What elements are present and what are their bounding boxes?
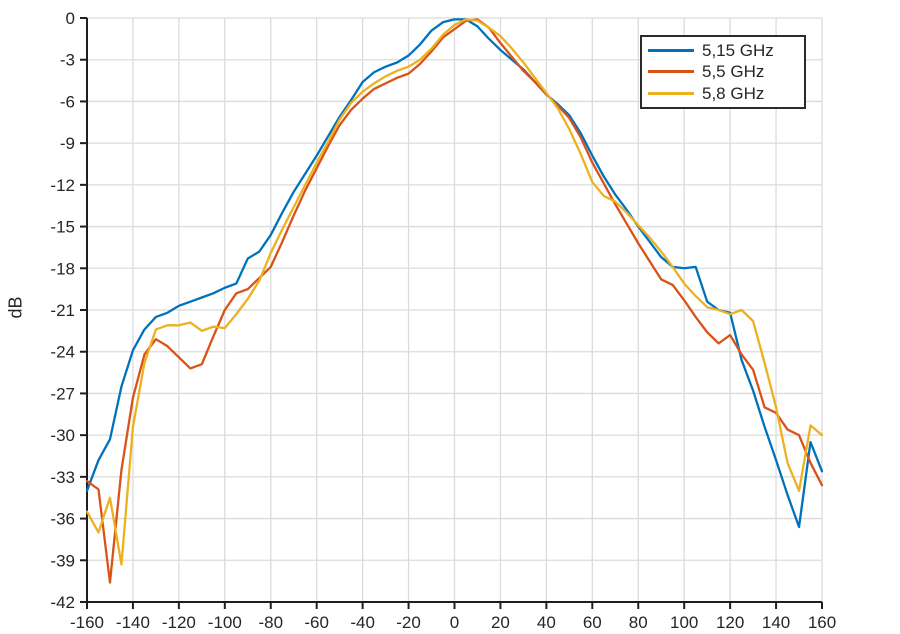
x-tick-label: 100: [670, 613, 698, 632]
x-tick-label: 80: [629, 613, 648, 632]
legend: 5,15 GHz 5,5 GHz 5,8 GHz: [640, 35, 806, 109]
x-tick-label: 160: [808, 613, 836, 632]
legend-item-5-5ghz: 5,5 GHz: [648, 63, 798, 80]
x-tick-label: -40: [350, 613, 375, 632]
legend-line-icon: [648, 70, 694, 74]
x-tick-label: -160: [70, 613, 104, 632]
y-tick-label: -27: [50, 384, 75, 403]
y-axis-label: dB: [5, 296, 26, 319]
y-tick-label: -12: [50, 176, 75, 195]
y-tick-label: -24: [50, 343, 75, 362]
y-tick-label: -18: [50, 259, 75, 278]
x-tick-label: 60: [583, 613, 602, 632]
y-tick-label: -30: [50, 426, 75, 445]
y-tick-label: -42: [50, 593, 75, 612]
x-tick-label: 140: [762, 613, 790, 632]
x-tick-label: 120: [716, 613, 744, 632]
y-tick-label: -21: [50, 301, 75, 320]
x-tick-label: -80: [258, 613, 283, 632]
x-tick-label: -20: [396, 613, 421, 632]
y-tick-label: -6: [60, 92, 75, 111]
legend-label: 5,5 GHz: [702, 62, 765, 82]
y-tick-label: -39: [50, 551, 75, 570]
legend-label: 5,8 GHz: [702, 83, 765, 103]
x-tick-label: -100: [208, 613, 242, 632]
legend-line-icon: [648, 91, 694, 95]
y-tick-label: -36: [50, 510, 75, 529]
x-tick-label: -140: [116, 613, 150, 632]
series-line-5-8-GHz: [85, 18, 824, 566]
x-tick-label: 40: [537, 613, 556, 632]
y-tick-label: -9: [60, 134, 75, 153]
y-tick-label: -15: [50, 218, 75, 237]
series-line-5-15-GHz: [85, 18, 824, 529]
x-tick-label: -60: [304, 613, 329, 632]
legend-item-5-8ghz: 5,8 GHz: [648, 85, 798, 102]
series-line-5-5-GHz: [85, 18, 824, 584]
legend-item-5-15ghz: 5,15 GHz: [648, 42, 798, 59]
legend-label: 5,15 GHz: [702, 41, 774, 61]
y-tick-label: -33: [50, 468, 75, 487]
x-tick-label: 0: [450, 613, 459, 632]
y-tick-label: -3: [60, 51, 75, 70]
y-tick-label: 0: [66, 9, 75, 28]
x-tick-label: -120: [162, 613, 196, 632]
legend-line-icon: [648, 49, 694, 53]
x-tick-label: 20: [491, 613, 510, 632]
